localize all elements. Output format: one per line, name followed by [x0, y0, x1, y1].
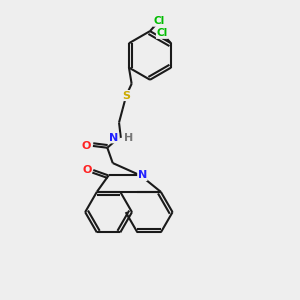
Text: Cl: Cl	[156, 28, 168, 38]
Text: O: O	[82, 165, 92, 175]
Text: H: H	[124, 133, 133, 143]
Text: Cl: Cl	[153, 16, 165, 26]
Text: O: O	[82, 141, 91, 151]
Text: N: N	[138, 170, 147, 181]
Text: S: S	[122, 91, 130, 100]
Text: N: N	[110, 133, 119, 143]
